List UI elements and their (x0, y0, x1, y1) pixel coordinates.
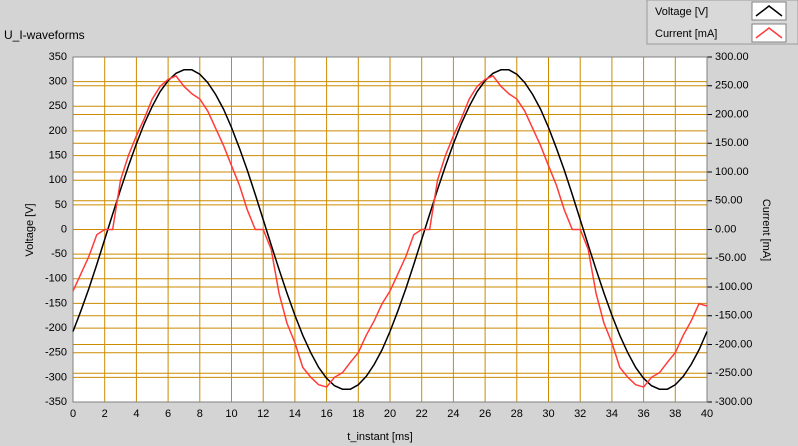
y2-tick-label: 300.00 (715, 51, 749, 63)
y2-tick-label: 50.00 (715, 195, 743, 207)
y2-tick-label: 200.00 (715, 108, 749, 120)
x-tick-label: 18 (352, 408, 364, 420)
y-tick-label: -150 (45, 297, 67, 309)
y-tick-label: -250 (45, 347, 67, 359)
legend-label: Current [mA] (655, 28, 717, 40)
x-tick-label: 26 (479, 408, 491, 420)
legend-swatch (755, 27, 783, 39)
plot-frame (72, 56, 708, 403)
x-tick-label: 14 (289, 408, 301, 420)
y2-tick-label: -200.00 (715, 338, 752, 350)
y2-tick-label: -150.00 (715, 310, 752, 322)
y-tick-label: 50 (55, 199, 67, 211)
x-tick-label: 36 (637, 408, 649, 420)
x-tick-label: 30 (542, 408, 554, 420)
y-tick-label: -350 (45, 396, 67, 408)
y2-tick-label: -300.00 (715, 396, 752, 408)
y2-tick-label: 150.00 (715, 137, 749, 149)
y-tick-label: 350 (49, 51, 67, 63)
y-tick-label: 150 (49, 149, 67, 161)
x-tick-label: 6 (165, 408, 171, 420)
x-tick-label: 12 (257, 408, 269, 420)
x-tick-label: 34 (606, 408, 618, 420)
x-tick-label: 2 (102, 408, 108, 420)
y-tick-label: -300 (45, 371, 67, 383)
y-tick-label: 100 (49, 174, 67, 186)
y2-axis-label: Current [mA] (760, 199, 772, 261)
series-line (72, 69, 708, 390)
x-tick-label: 32 (574, 408, 586, 420)
y2-tick-label: 250.00 (715, 80, 749, 92)
legend: Voltage [V] Current [mA] (646, 0, 798, 45)
x-tick-label: 24 (447, 408, 459, 420)
y-tick-label: -100 (45, 273, 67, 285)
y-tick-label: 300 (49, 76, 67, 88)
x-tick-label: 38 (669, 408, 681, 420)
legend-swatch (755, 5, 783, 17)
x-tick-label: 16 (320, 408, 332, 420)
x-tick-label: 40 (701, 408, 713, 420)
x-tick-label: 10 (225, 408, 237, 420)
y-tick-label: -50 (51, 248, 67, 260)
y-tick-label: 200 (49, 125, 67, 137)
x-tick-label: 0 (70, 408, 76, 420)
y-tick-label: 0 (61, 223, 67, 235)
y-tick-label: 250 (49, 100, 67, 112)
x-tick-label: 20 (384, 408, 396, 420)
y-tick-label: -200 (45, 322, 67, 334)
x-tick-label: 28 (511, 408, 523, 420)
y2-tick-label: -50.00 (715, 252, 746, 264)
y2-tick-label: 100.00 (715, 166, 749, 178)
x-axis-label: t_instant [ms] (347, 431, 412, 443)
legend-label: Voltage [V] (655, 6, 708, 18)
legend-swatch-box (751, 23, 787, 43)
series-line (72, 75, 708, 388)
x-tick-label: 4 (133, 408, 139, 420)
legend-swatch-box (751, 1, 787, 21)
y2-tick-label: 0.00 (715, 223, 736, 235)
chart-title: U_I-waveforms (4, 28, 85, 42)
y2-tick-label: -100.00 (715, 281, 752, 293)
x-tick-label: 8 (197, 408, 203, 420)
x-tick-label: 22 (416, 408, 428, 420)
y-axis-label: Voltage [V] (24, 203, 36, 256)
y2-tick-label: -250.00 (715, 367, 752, 379)
